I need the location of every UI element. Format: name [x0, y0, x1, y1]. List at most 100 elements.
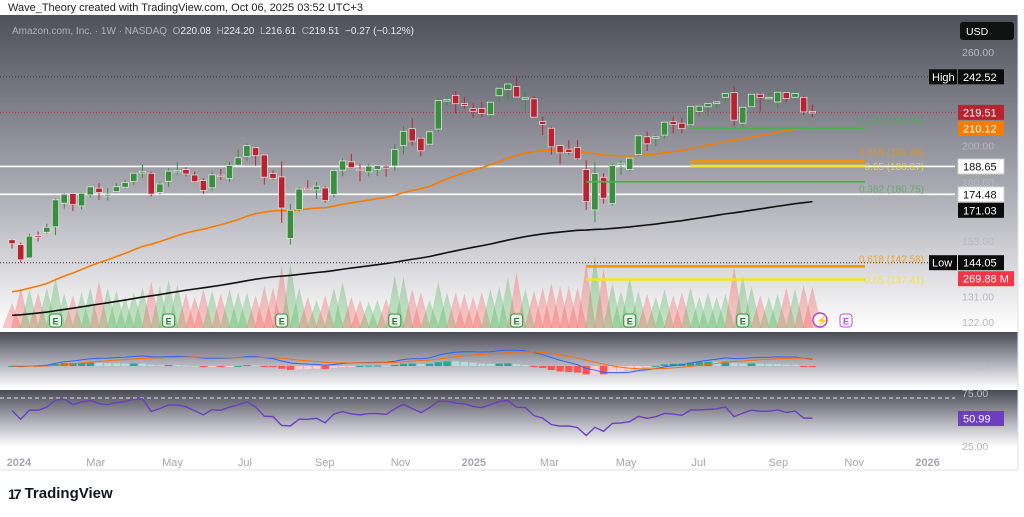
candle-body — [591, 173, 599, 211]
candle-body — [669, 121, 677, 126]
candle-body — [269, 173, 277, 179]
macd-histogram-bar — [78, 362, 86, 366]
macd-histogram-bar — [260, 366, 268, 367]
volume-mark — [185, 296, 205, 328]
macd-histogram-bar — [617, 366, 625, 372]
candle-body — [774, 91, 782, 103]
price-tick-label: 122.00 — [962, 317, 994, 329]
fib-level-label: 0.65 (137.41) — [865, 276, 925, 287]
earnings-icon: E — [627, 317, 633, 327]
macd-histogram-bar — [69, 363, 77, 366]
macd-histogram-bar — [86, 362, 94, 366]
price-label-value: 188.65 — [963, 161, 997, 173]
macd-histogram-bar — [434, 362, 442, 366]
earnings-markers: E E E E E E E ⚡ E — [49, 312, 853, 328]
candle-body — [130, 172, 138, 182]
candle-body — [304, 187, 312, 191]
macd-histogram-bar — [765, 363, 773, 366]
candle-body — [634, 135, 642, 155]
volume-mark — [228, 292, 248, 328]
macd-histogram-bar — [391, 364, 399, 366]
macd-histogram-bar — [774, 364, 782, 366]
macd-histogram-bar — [199, 366, 207, 367]
price-label-badge — [958, 255, 1004, 271]
volume-mark — [550, 286, 570, 328]
price-tick-label: 131.00 — [962, 292, 994, 304]
candle-body — [339, 160, 347, 171]
volume-mark — [672, 292, 692, 328]
volume-mark — [594, 268, 614, 328]
time-axis[interactable]: 2024 Mar May Jul Sep Nov 2025 Mar May Jul Sep Nov 20… — [7, 457, 940, 469]
volume-mark — [176, 293, 196, 328]
macd-histogram-bar — [556, 366, 564, 372]
macd-histogram-bar — [278, 366, 286, 369]
earnings-icon: E — [279, 317, 285, 327]
tradingview-logo[interactable]: 17 TradingView — [8, 485, 113, 502]
rsi-upper-label: 75.00 — [962, 388, 988, 400]
candle-body — [626, 157, 634, 170]
volume-mark — [367, 300, 387, 328]
macd-histogram-bar — [138, 363, 147, 366]
candle-body — [443, 99, 451, 102]
macd-histogram-bar — [643, 366, 651, 367]
macd-histogram-bar — [95, 362, 103, 366]
time-tick-label: May — [616, 457, 637, 469]
candle-body — [452, 94, 460, 105]
candle-body — [565, 148, 573, 153]
volume-mark — [681, 287, 701, 328]
macd-histogram-bar — [521, 364, 529, 366]
candle-body — [104, 194, 112, 197]
volume-mark — [341, 296, 361, 328]
volume-mark — [63, 295, 83, 328]
volume-mark — [428, 281, 448, 328]
candle-body — [17, 244, 25, 261]
candle-body — [199, 180, 207, 191]
fib-levels: 0.382 (209.90) 0.618 (191.38) 0.65 (188.87… — [586, 116, 925, 287]
time-tick-label: May — [162, 457, 183, 469]
candle-body — [730, 92, 738, 121]
volume-mark — [585, 255, 605, 328]
candle-body — [43, 226, 51, 233]
macd-histogram-bar — [652, 365, 660, 367]
macd-line — [11, 349, 813, 374]
candle-body — [478, 108, 486, 114]
volume-area — [2, 255, 822, 328]
fib-level-label: 0.618 (191.38) — [859, 147, 924, 158]
symbol-legend[interactable]: Amazon.com, Inc. · 1W · NASDAQ O220.08 H… — [12, 26, 414, 37]
candle-body — [408, 128, 416, 142]
tag-badge — [929, 69, 957, 85]
macd-histogram-bar — [513, 364, 521, 366]
currency-button[interactable]: USD — [960, 22, 1014, 40]
macd-histogram-bar — [417, 364, 425, 366]
close-value: 219.51 — [308, 26, 340, 37]
candle-body — [182, 169, 190, 175]
price-labels: High 242.52 219.51 210.12 188.65 174.48 171.03… — [929, 69, 1014, 287]
volume-mark — [446, 292, 466, 328]
volume-mark — [707, 296, 727, 328]
volume-mark — [141, 281, 161, 328]
candle-body — [51, 199, 60, 228]
candle-body — [138, 170, 147, 174]
candle-body — [156, 183, 164, 193]
volume-mark — [402, 289, 422, 328]
candle-body — [660, 121, 669, 136]
time-tick-label: Mar — [86, 457, 105, 469]
macd-histogram-bar — [243, 365, 251, 367]
time-tick-label: 2024 — [7, 457, 32, 469]
macd-histogram-bar — [408, 363, 416, 366]
time-tick-label: 2025 — [462, 457, 486, 469]
high-value: 224.20 — [223, 26, 255, 37]
candle-body — [234, 157, 242, 166]
price-label-value: 269.88 M — [963, 274, 1009, 286]
volume-mark — [359, 301, 379, 328]
price-axis[interactable]: 260.00 200.00 180.00 153.00 131.00 122.00 — [962, 47, 994, 329]
volume-mark — [454, 293, 474, 328]
ema200-line — [11, 200, 813, 317]
volume-mark — [315, 295, 335, 328]
candle-body — [25, 235, 33, 259]
price-tick-label: 180.00 — [962, 177, 994, 189]
candle-body — [556, 145, 564, 154]
volume-mark — [663, 295, 683, 328]
macd-histogram-bar — [739, 363, 747, 366]
